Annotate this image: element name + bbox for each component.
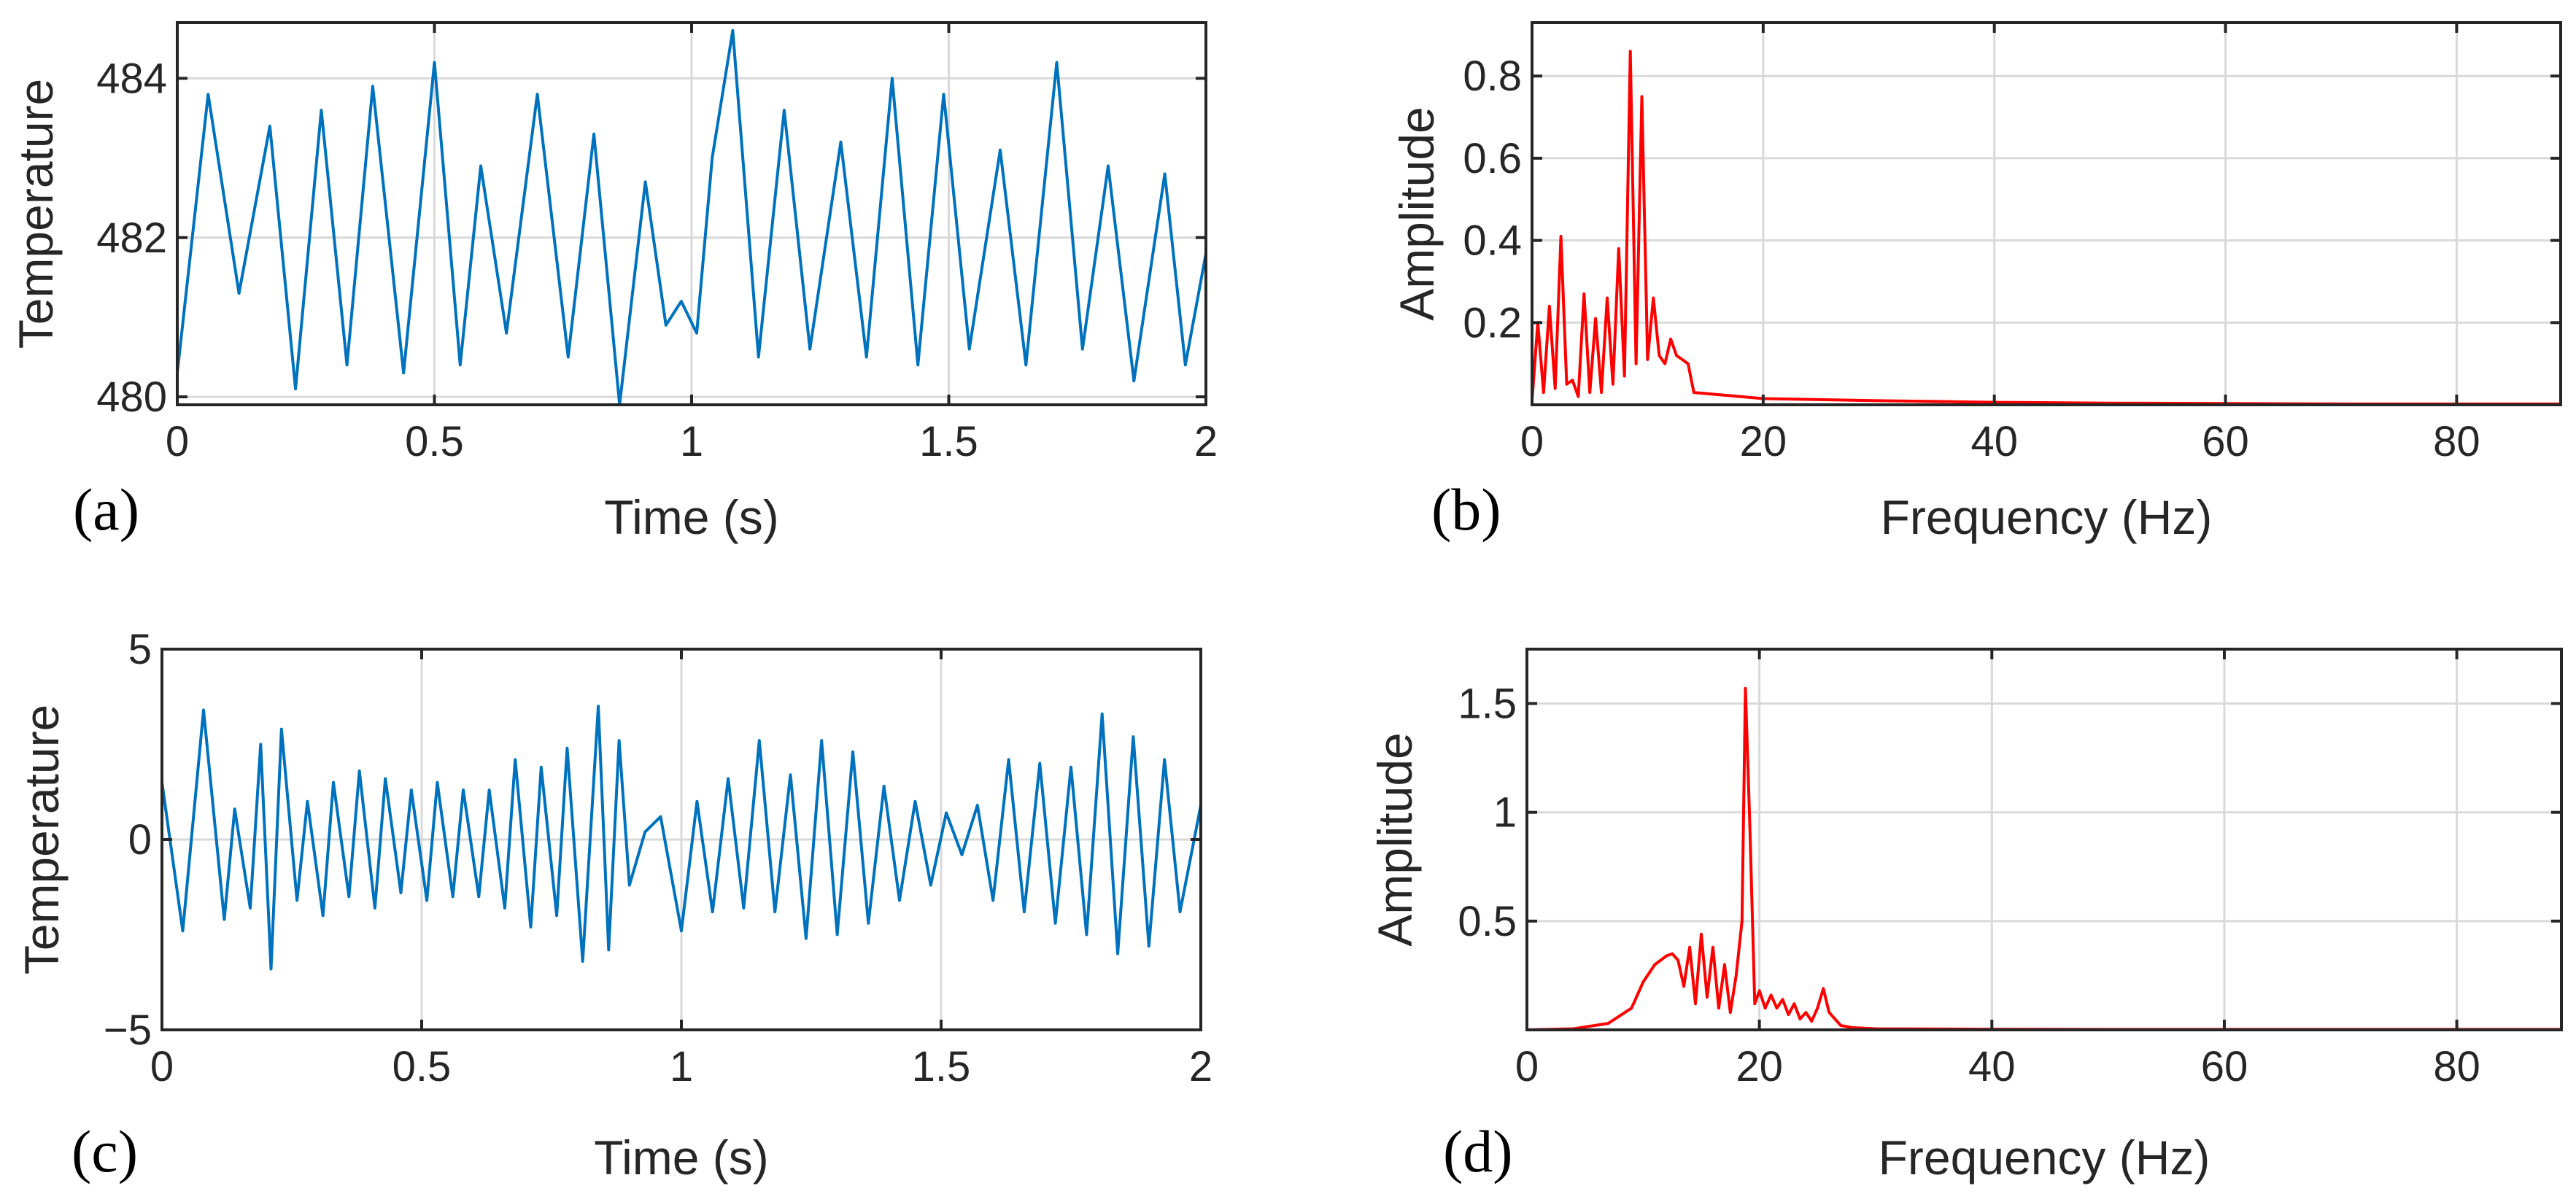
- x-tick-label: 40: [1970, 418, 2018, 465]
- axes-box: [1531, 21, 2562, 406]
- y-tick-label: 482: [96, 214, 167, 262]
- chart-panel-a: 0 0.5 1 1.5 2 480 482 484 Time (s) Temperature (a): [9, 21, 1218, 544]
- x-tick-label: 0: [1520, 418, 1544, 465]
- x-axis-label: Time (s): [594, 1131, 769, 1184]
- y-axis-label: Temperature: [15, 705, 69, 975]
- x-axis-label: Frequency (Hz): [1881, 490, 2213, 544]
- x-tick-label: 80: [2433, 418, 2480, 465]
- x-tick-label: 40: [1968, 1043, 2016, 1090]
- x-tick-label: 0: [1515, 1043, 1539, 1090]
- x-tick-label: 60: [2201, 1043, 2248, 1090]
- x-tick-label: 0: [150, 1043, 174, 1090]
- y-tick-label: 0.4: [1463, 217, 1522, 265]
- x-tick-label: 2: [1194, 418, 1218, 465]
- x-tick-label: 80: [2433, 1043, 2480, 1090]
- y-axis-label: Amplitude: [1390, 106, 1444, 321]
- series-line-amplitude: [1526, 686, 2561, 1031]
- x-tick-label: 1.5: [919, 418, 978, 465]
- x-tick-label: 20: [1740, 418, 1787, 465]
- panel-label: (c): [71, 1118, 138, 1184]
- x-tick-label: 1.5: [912, 1043, 971, 1090]
- x-tick-label: 1: [680, 418, 703, 465]
- y-tick-label: 480: [96, 373, 167, 421]
- y-tick-label: 1.5: [1458, 681, 1517, 728]
- x-tick-label: 60: [2202, 418, 2249, 465]
- chart-panel-b: 0 20 40 60 80 0.2 0.4 0.6 0.8 Frequency (Hz) Ampli…: [1390, 21, 2562, 544]
- y-tick-label: −5: [104, 1007, 152, 1054]
- series-line-temperature: [176, 28, 1207, 406]
- x-tick-label: 2: [1189, 1043, 1212, 1090]
- x-tick-label: 0: [166, 418, 189, 465]
- series-line-amplitude: [1531, 50, 2561, 406]
- panel-label: (a): [73, 476, 139, 543]
- y-tick-label: 0.6: [1463, 135, 1522, 182]
- x-tick-label: 1: [670, 1043, 693, 1090]
- x-axis-label: Time (s): [604, 490, 779, 544]
- y-tick-label: 0: [128, 816, 152, 864]
- y-tick-label: 484: [96, 55, 167, 102]
- panel-label: (d): [1443, 1118, 1513, 1184]
- chart-panel-d: 0 20 40 60 80 0.5 1 1.5 Frequency (Hz) Amplitude (…: [1368, 648, 2563, 1184]
- x-axis-label: Frequency (Hz): [1879, 1131, 2211, 1184]
- x-tick-label: 20: [1736, 1043, 1783, 1090]
- x-tick-label: 0.5: [392, 1043, 452, 1090]
- y-axis-label: Amplitude: [1368, 732, 1422, 947]
- y-tick-label: 1: [1493, 789, 1517, 837]
- y-tick-label: 0.5: [1458, 898, 1517, 945]
- y-tick-label: 0.8: [1463, 53, 1522, 100]
- y-axis-label: Temperature: [9, 79, 63, 349]
- axes-box: [1525, 648, 2563, 1031]
- panel-label: (b): [1431, 476, 1501, 543]
- series-line-temperature: [160, 705, 1202, 971]
- x-tick-label: 0.5: [405, 418, 464, 465]
- y-tick-label: 0.2: [1463, 299, 1522, 346]
- y-tick-label: 5: [128, 626, 152, 673]
